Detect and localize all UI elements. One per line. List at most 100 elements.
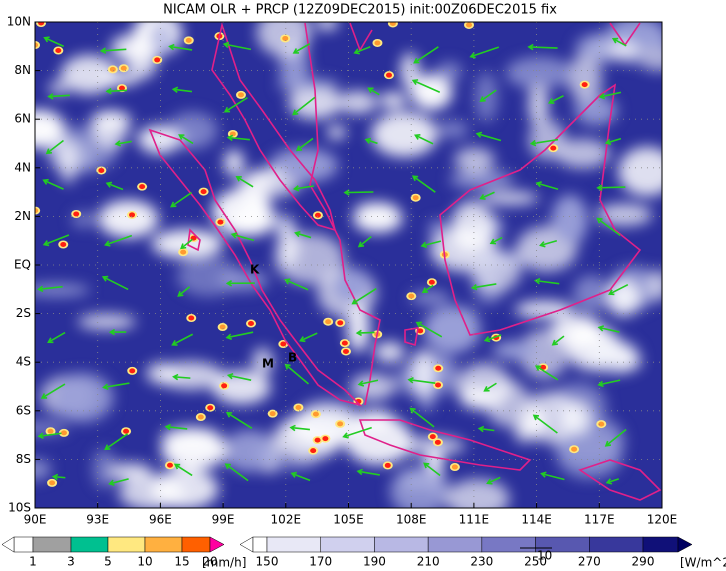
legend-label: 170 bbox=[309, 555, 332, 569]
wind-arrow bbox=[598, 91, 622, 100]
precip-cells bbox=[35, 22, 607, 487]
wind-arrow bbox=[223, 97, 248, 113]
cloud bbox=[252, 347, 274, 376]
cloud bbox=[35, 283, 91, 297]
lon-label: 117E bbox=[584, 513, 615, 527]
precip-cell bbox=[384, 462, 391, 468]
precip-cell bbox=[221, 383, 228, 389]
precip-cell bbox=[60, 430, 67, 436]
cloud bbox=[108, 463, 153, 481]
precip-cell bbox=[451, 464, 458, 470]
wind-arrow bbox=[45, 139, 64, 155]
precip-cell bbox=[154, 57, 161, 63]
wind-arrow bbox=[364, 137, 378, 145]
cloud bbox=[176, 256, 240, 297]
legend-swatch bbox=[107, 536, 146, 553]
legend-tip bbox=[209, 536, 225, 553]
wind-arrow bbox=[597, 325, 620, 333]
cloud bbox=[247, 168, 286, 182]
cloud bbox=[437, 120, 469, 139]
cloud bbox=[573, 275, 609, 312]
wind-arrow bbox=[540, 471, 565, 481]
wind-arrow bbox=[343, 189, 374, 196]
lon-label: 102E bbox=[271, 513, 302, 527]
wind-arrow bbox=[357, 379, 379, 387]
wind-arrow bbox=[532, 414, 558, 434]
wind-arrow bbox=[597, 379, 621, 388]
lon-label: 99E bbox=[212, 513, 235, 527]
lon-label: 108E bbox=[396, 513, 427, 527]
wind-arrow bbox=[527, 43, 558, 51]
precip-cell bbox=[217, 219, 224, 225]
wind-arrow bbox=[421, 284, 434, 294]
wind-arrow bbox=[47, 331, 66, 344]
precip-cell bbox=[325, 319, 332, 325]
map: K B M bbox=[35, 22, 662, 508]
wind-arrow bbox=[99, 47, 127, 54]
grid bbox=[35, 22, 662, 508]
place-label: M bbox=[262, 357, 274, 371]
legend-swatch bbox=[32, 536, 72, 553]
precip-cell bbox=[282, 35, 289, 41]
cloud bbox=[276, 78, 340, 92]
precip-cell bbox=[540, 364, 547, 370]
lat-label: 10N bbox=[7, 15, 31, 29]
precip-cell bbox=[129, 368, 136, 374]
lat-label: EQ bbox=[14, 258, 31, 272]
precip-cell bbox=[49, 480, 56, 486]
wind-arrow bbox=[535, 181, 559, 191]
wind-arrow bbox=[479, 89, 497, 102]
lon-label: 96E bbox=[149, 513, 172, 527]
precip-cell bbox=[200, 189, 207, 195]
wind-arrow bbox=[604, 137, 622, 146]
cloud bbox=[223, 149, 245, 177]
legend-swatch bbox=[642, 536, 679, 553]
lat-label: 6S bbox=[16, 403, 31, 417]
cloud bbox=[92, 448, 116, 489]
precip-cell bbox=[55, 48, 62, 54]
cloud bbox=[145, 362, 179, 385]
precip-cell bbox=[312, 411, 319, 417]
cloud bbox=[110, 34, 154, 62]
lat-label: 6N bbox=[14, 112, 31, 126]
vector-ref-label: 10 bbox=[537, 549, 552, 563]
wind-arrow bbox=[547, 95, 564, 105]
cloud bbox=[373, 341, 405, 363]
wind-arrow bbox=[101, 275, 129, 291]
cloud bbox=[277, 221, 299, 268]
cloud bbox=[349, 373, 395, 401]
cloud bbox=[138, 124, 180, 155]
wind-arrow bbox=[105, 87, 128, 95]
wind-arrow bbox=[173, 463, 193, 477]
lon-label: 114E bbox=[521, 513, 552, 527]
title: NICAM OLR + PRCP (12Z09DEC2015) init:00Z… bbox=[163, 3, 557, 18]
legend-tip bbox=[239, 536, 254, 553]
wind-arrow bbox=[355, 329, 375, 337]
legend-label: 1 bbox=[29, 555, 37, 569]
wind-arrow bbox=[605, 478, 619, 485]
cloud bbox=[118, 475, 185, 508]
wind-arrow bbox=[289, 424, 310, 432]
wind-arrow bbox=[226, 372, 252, 381]
precip-cell bbox=[73, 211, 80, 217]
wind-arrow bbox=[37, 285, 63, 293]
cloud bbox=[618, 146, 662, 197]
wind-arrow bbox=[604, 428, 627, 447]
wind-arrow bbox=[409, 407, 435, 428]
precip-cell bbox=[123, 428, 130, 434]
wind-arrow bbox=[235, 176, 254, 188]
wind-arrow bbox=[413, 134, 434, 145]
precip-cell bbox=[38, 22, 45, 26]
cloud bbox=[47, 79, 69, 97]
cloud bbox=[338, 90, 378, 115]
cloud bbox=[429, 220, 447, 240]
wind-arrow bbox=[342, 426, 372, 439]
wind-arrow bbox=[290, 471, 311, 482]
cloud bbox=[60, 54, 118, 95]
wind-arrow bbox=[222, 41, 252, 51]
cloud bbox=[315, 22, 339, 31]
legend-swatch bbox=[266, 536, 321, 553]
wind-arrow bbox=[356, 468, 380, 476]
cloud bbox=[568, 53, 602, 103]
legend-unit: [W/m^2] bbox=[680, 556, 726, 570]
